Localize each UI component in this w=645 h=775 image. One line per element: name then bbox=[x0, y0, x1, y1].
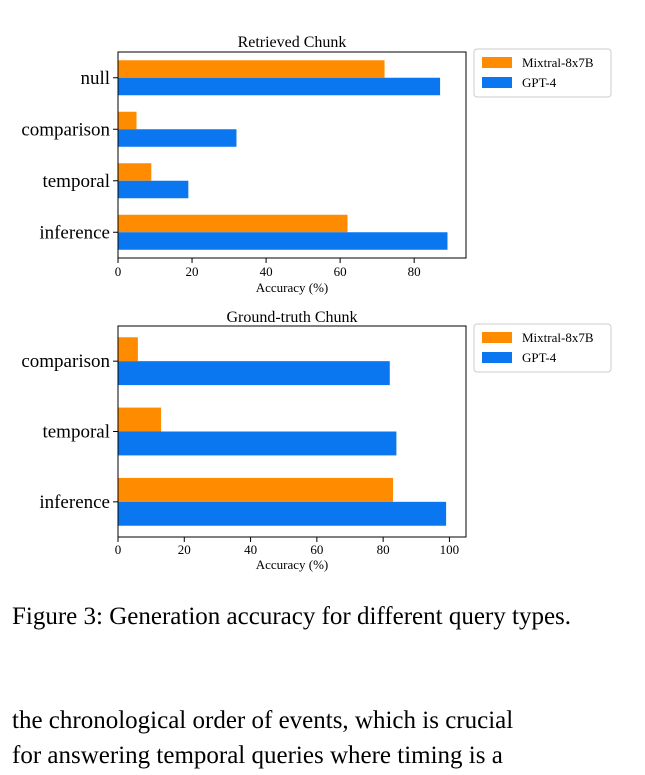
body-paragraph: the chronological order of events, which… bbox=[12, 703, 637, 773]
x-axis-label: Accuracy (%) bbox=[256, 557, 329, 572]
chart-title: Ground-truth Chunk bbox=[226, 309, 357, 326]
legend-label: GPT-4 bbox=[522, 75, 557, 90]
bar-gpt-4-null bbox=[118, 77, 441, 96]
bar-mixtral-8x7b-inference bbox=[118, 477, 394, 502]
chart-title: Retrieved Chunk bbox=[238, 34, 347, 51]
x-tick-label: 20 bbox=[186, 264, 199, 279]
bar-gpt-4-inference bbox=[118, 501, 447, 526]
x-axis-label: Accuracy (%) bbox=[256, 280, 329, 295]
bar-mixtral-8x7b-temporal bbox=[118, 163, 152, 181]
bar-gpt-4-inference bbox=[118, 232, 448, 250]
bar-gpt-4-temporal bbox=[118, 431, 397, 456]
x-tick-label: 0 bbox=[115, 264, 122, 279]
category-label: inference bbox=[39, 222, 110, 243]
figure-caption: Figure 3: Generation accuracy for differ… bbox=[12, 603, 572, 630]
figure: null comparison temporal inference 0 20 40 60 80… bbox=[21, 34, 612, 572]
legend: Mixtral-8x7B GPT-4 bbox=[473, 323, 612, 373]
legend-swatch bbox=[482, 57, 512, 68]
legend-swatch bbox=[482, 77, 512, 88]
body-line: the chronological order of events, which… bbox=[12, 707, 514, 734]
body-line: for answering temporal queries where tim… bbox=[12, 742, 503, 769]
legend-label: Mixtral-8x7B bbox=[522, 55, 594, 70]
bar-gpt-4-temporal bbox=[118, 180, 189, 199]
x-tick-label: 20 bbox=[178, 542, 191, 557]
bar-mixtral-8x7b-comparison bbox=[118, 337, 138, 362]
bar-gpt-4-comparison bbox=[118, 129, 237, 147]
x-tick-label: 80 bbox=[377, 542, 390, 557]
category-label: null bbox=[80, 68, 110, 89]
category-label: comparison bbox=[21, 119, 110, 140]
bar-mixtral-8x7b-comparison bbox=[118, 111, 137, 130]
x-tick-label: 60 bbox=[310, 542, 323, 557]
plot-frame bbox=[117, 325, 467, 538]
x-tick-label: 40 bbox=[260, 264, 273, 279]
category-label: comparison bbox=[21, 351, 110, 372]
plot-frame bbox=[117, 51, 467, 259]
x-tick-label: 60 bbox=[334, 264, 347, 279]
legend-label: GPT-4 bbox=[522, 350, 557, 365]
legend-swatch bbox=[482, 352, 512, 363]
legend: Mixtral-8x7B GPT-4 bbox=[473, 48, 612, 98]
category-label: temporal bbox=[42, 171, 110, 192]
bar-gpt-4-comparison bbox=[118, 361, 390, 386]
legend-swatch bbox=[482, 332, 512, 343]
chart-2: comparison temporal inference 0 20 40 60 80 100 G… bbox=[21, 309, 612, 572]
category-label: inference bbox=[39, 492, 110, 513]
category-label: temporal bbox=[42, 422, 110, 443]
bar-mixtral-8x7b-null bbox=[118, 60, 385, 78]
bar-mixtral-8x7b-temporal bbox=[118, 407, 162, 432]
x-tick-label: 40 bbox=[244, 542, 257, 557]
chart-1: null comparison temporal inference 0 20 40 60 80… bbox=[21, 34, 612, 295]
x-tick-label: 100 bbox=[440, 542, 460, 557]
x-tick-label: 80 bbox=[408, 264, 421, 279]
bar-mixtral-8x7b-inference bbox=[118, 214, 348, 233]
legend-label: Mixtral-8x7B bbox=[522, 330, 594, 345]
x-tick-label: 0 bbox=[115, 542, 122, 557]
